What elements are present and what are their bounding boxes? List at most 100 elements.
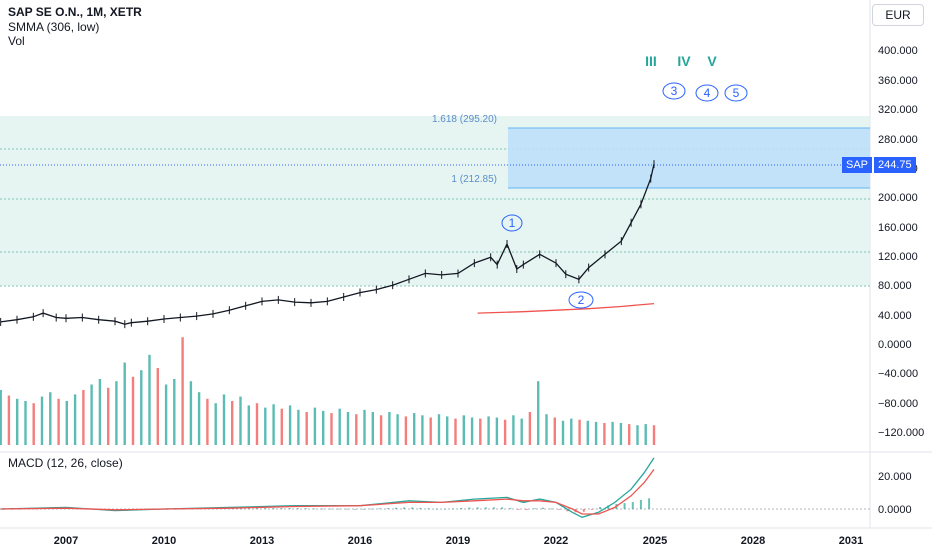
volume-bar — [73, 394, 77, 445]
y-tick-120: 120.000 — [878, 251, 918, 263]
volume-bar — [355, 414, 358, 445]
wave-V-label[interactable]: V — [707, 53, 717, 69]
volume-bar — [247, 405, 250, 445]
volume-bar — [90, 384, 93, 445]
volume-bar — [206, 398, 209, 445]
macd-histogram-bar — [533, 508, 536, 510]
fib-extension-box[interactable] — [508, 128, 870, 188]
currency-button[interactable]: EUR — [872, 4, 924, 26]
y-tick-200: 200.000 — [878, 192, 918, 204]
volume-bar — [553, 417, 556, 445]
volume-bar — [255, 403, 259, 445]
volume-bar — [131, 376, 135, 445]
macd-histogram-bar — [541, 507, 544, 509]
volume-bar — [594, 421, 598, 445]
macd-histogram-bar — [288, 508, 291, 509]
macd-histogram-bar — [599, 507, 602, 509]
macd-histogram-bar — [484, 507, 487, 509]
volume-bar — [231, 401, 234, 445]
volume-bar — [181, 337, 184, 445]
macd-histogram-bar — [435, 508, 438, 510]
symbol-legend[interactable]: SAP SE O.N., 1M, XETR — [8, 5, 142, 19]
macd-histogram-bar — [321, 508, 324, 510]
x-tick-2019: 2019 — [446, 535, 470, 547]
price-axis[interactable]: 400.000 360.000 320.000 280.000 240.000 … — [878, 45, 924, 439]
volume-bar — [330, 413, 333, 445]
volume-bar — [222, 394, 226, 445]
volume-bar — [537, 381, 540, 445]
macd-histogram-bar — [370, 508, 373, 510]
wave-IV-label[interactable]: IV — [677, 53, 691, 69]
volume-bar — [123, 362, 126, 445]
macd-histogram-bar — [345, 508, 348, 510]
y-tick-80: 80.000 — [878, 280, 912, 292]
volume-bar — [619, 423, 623, 445]
macd-histogram-bar — [403, 507, 406, 509]
volume-bar — [379, 415, 383, 445]
wave-2-marker[interactable]: 2 — [568, 291, 594, 309]
volume-bar — [421, 415, 424, 445]
macd-histogram-bar — [411, 507, 414, 509]
volume-bar — [404, 416, 408, 445]
wave-5-marker[interactable]: 5 — [724, 84, 748, 102]
volume-bar — [322, 410, 325, 445]
x-tick-2007: 2007 — [54, 535, 78, 547]
macd-series — [0, 457, 870, 518]
macd-histogram-bar — [394, 507, 397, 509]
volume-bar — [470, 417, 474, 445]
fib-label-1: 1 (212.85) — [451, 174, 497, 185]
volume-bar — [570, 418, 573, 445]
macd-legend[interactable]: MACD (12, 26, close) — [8, 456, 123, 470]
volume-bar — [512, 415, 515, 445]
macd-histogram-bar — [550, 508, 553, 510]
macd-histogram-bar — [386, 508, 389, 509]
volume-bar — [0, 390, 2, 445]
volume-bar — [388, 412, 391, 445]
macd-axis[interactable]: 20.000 0.0000 — [878, 471, 912, 516]
volume-bar — [396, 414, 399, 445]
wave-3-marker[interactable]: 3 — [662, 82, 686, 100]
macd-histogram-bar — [256, 508, 259, 509]
x-tick-2028: 2028 — [741, 535, 765, 547]
y-tick-160: 160.000 — [878, 222, 918, 234]
wave-4-marker[interactable]: 4 — [695, 84, 719, 102]
macd-histogram-bar — [443, 508, 446, 510]
y-tick-360: 360.000 — [878, 75, 918, 87]
x-tick-2031: 2031 — [839, 535, 863, 547]
volume-bar — [495, 417, 499, 445]
macd-histogram-bar — [468, 507, 471, 509]
volume-bar — [479, 418, 482, 445]
wave-3-label: 3 — [671, 84, 678, 98]
wave-1-marker[interactable]: 1 — [501, 214, 523, 232]
macd-histogram-bar — [631, 502, 634, 509]
macd-histogram-bar — [247, 508, 250, 509]
volume-bar — [214, 403, 217, 445]
macd-tick-20: 20.000 — [878, 471, 912, 483]
volume-bar — [272, 404, 275, 445]
smma-legend[interactable]: SMMA (306, low) — [8, 20, 100, 34]
macd-histogram-bar — [476, 507, 479, 509]
volume-bar — [363, 409, 366, 445]
volume-bar — [173, 379, 176, 445]
volume-bar — [652, 425, 656, 445]
time-axis[interactable]: 2007 2010 2013 2016 2019 2022 2025 2028 … — [54, 535, 863, 547]
volume-bar — [288, 405, 292, 445]
vol-legend[interactable]: Vol — [8, 34, 25, 48]
y-tick-400: 400.000 — [878, 45, 918, 57]
volume-bar — [413, 413, 416, 445]
price-line — [0, 163, 655, 325]
macd-histogram-bar — [239, 508, 242, 509]
x-tick-2016: 2016 — [348, 535, 372, 547]
volume-bar — [280, 408, 283, 445]
wave-III-label[interactable]: III — [645, 53, 657, 69]
wave-1-label: 1 — [509, 216, 516, 230]
wave-2-label: 2 — [578, 293, 585, 307]
macd-histogram-bar — [639, 499, 642, 509]
volume-bar — [528, 412, 532, 445]
y-tick-40: 40.000 — [878, 310, 912, 322]
macd-histogram-bar — [313, 508, 316, 510]
x-tick-2010: 2010 — [152, 535, 176, 547]
y-tick-neg80: −80.000 — [878, 398, 918, 410]
macd-histogram-bar — [419, 507, 422, 509]
